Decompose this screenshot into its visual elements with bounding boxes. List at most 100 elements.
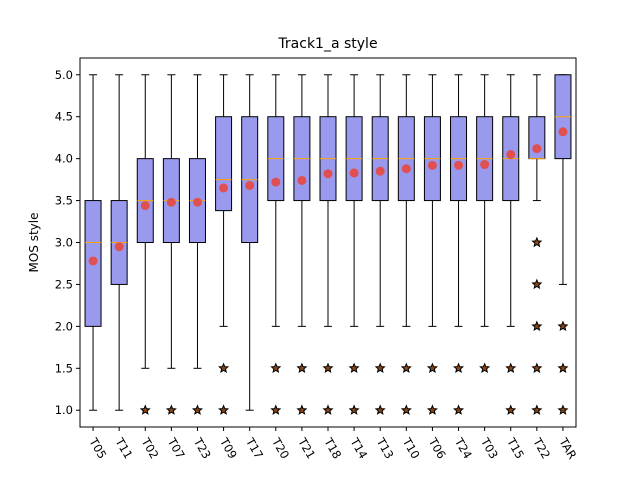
y-tick-label: 1.5 [55,361,73,375]
outlier-point [139,404,151,415]
x-tick-label: T17 [243,435,266,462]
mean-marker [558,127,568,137]
mean-marker [454,160,464,170]
outlier-point [531,320,543,332]
mean-marker [323,169,333,179]
y-axis: 1.0 1.5 2.0 2.5 3.0 3.5 4.0 4.5 5.0 [55,68,80,417]
outlier-point [374,404,386,415]
outlier-point [557,320,569,332]
x-tick-label: T18 [321,435,344,462]
x-tick-label: T07 [164,435,187,462]
x-tick-label: T09 [216,435,239,462]
x-tick-label: T20 [269,435,292,462]
outlier-point [322,404,334,415]
mean-marker [375,166,385,176]
y-tick-label: 4.5 [55,110,73,124]
y-tick-label: 2.0 [55,319,73,333]
outlier-point [531,404,543,415]
outlier-point [453,362,465,373]
outlier-point [218,362,230,373]
mean-marker [192,197,202,207]
mean-marker [245,180,255,190]
x-axis: T05 T11 T02 T07 T23 T09 T17 T20 T21 T18 T14 T13 T10 T… [86,427,580,462]
x-tick-label: T23 [190,435,213,462]
box-T13 [371,74,389,415]
y-tick-label: 1.0 [55,403,73,417]
x-tick-label: T03 [478,435,501,462]
outlier-point [400,404,412,415]
mean-marker [401,164,411,174]
outlier-point [322,362,334,373]
mean-marker [532,144,542,154]
chart-title: Track1_a style [277,36,377,52]
mean-marker [480,160,490,170]
outlier-point [400,362,412,373]
box-T14 [345,74,363,415]
x-tick-label: T21 [295,435,318,462]
outlier-point [426,362,438,373]
outlier-point [348,362,360,373]
box-T18 [319,74,337,415]
plot-frame [79,57,577,428]
mean-marker [427,160,437,170]
mean-marker [114,242,124,252]
x-tick-label: T02 [138,435,161,462]
box-T09 [215,74,233,415]
x-tick-label: T10 [399,435,422,462]
outlier-point [191,404,203,415]
x-tick-label: T13 [373,435,396,462]
mean-marker [506,149,516,159]
box-T22 [528,74,546,415]
outlier-point [348,404,360,415]
outlier-point [531,236,543,248]
x-tick-label: TAR [556,435,580,462]
boxes-layer [84,74,572,415]
y-tick-label: 5.0 [55,68,73,82]
y-tick-label: 2.5 [55,277,73,291]
mean-marker [166,197,176,207]
outlier-point [374,362,386,373]
mean-marker [349,168,359,178]
box-T06 [423,74,441,415]
box-T17 [241,74,259,411]
mean-marker [140,201,150,211]
x-tick-label: T06 [425,435,448,462]
box-T21 [293,74,311,415]
x-tick-label: T24 [451,435,474,462]
outlier-point [165,404,177,415]
box-T24 [450,74,468,415]
y-tick-label: 3.5 [55,194,73,208]
outlier-point [218,404,230,415]
y-tick-label: 4.0 [55,152,73,166]
mean-marker [88,256,98,266]
box-T03 [476,74,494,373]
box-T07 [162,74,180,415]
x-tick-label: T11 [112,435,135,462]
outlier-point [296,404,308,415]
iqr-box [215,116,233,212]
outlier-point [296,362,308,373]
box-T02 [136,74,154,415]
box-T05 [84,74,102,411]
mean-marker [271,177,281,187]
y-axis-label: MOS style [27,212,41,272]
outlier-point [479,362,491,373]
outlier-point [453,404,465,415]
outlier-point [505,404,517,415]
box-T11 [110,74,128,411]
outlier-point [557,404,569,415]
x-tick-label: T05 [86,435,109,462]
outlier-point [426,404,438,415]
outlier-point [557,362,569,373]
box-T15 [502,74,520,415]
x-tick-label: T15 [504,435,527,462]
outlier-point [270,404,282,415]
outlier-point [531,278,543,290]
box-T10 [397,74,415,415]
box-T20 [267,74,285,415]
x-tick-label: T14 [347,435,370,462]
outlier-point [505,362,517,373]
mean-marker [219,183,229,193]
outlier-point [270,362,282,373]
